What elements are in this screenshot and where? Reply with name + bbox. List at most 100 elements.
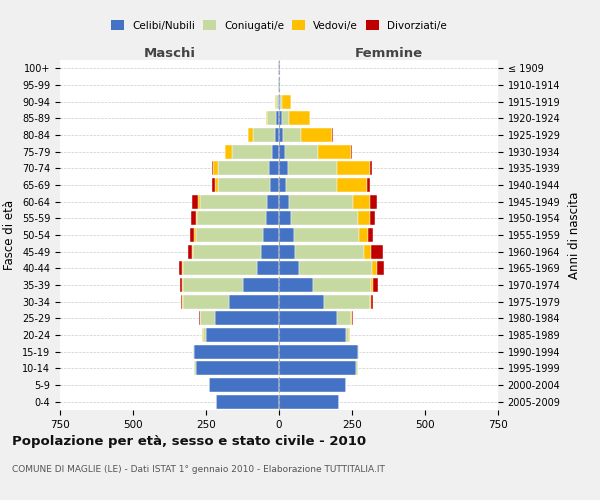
Bar	[190, 228, 194, 242]
Bar	[194, 228, 196, 242]
Bar	[279, 178, 286, 192]
Bar	[198, 194, 200, 209]
Text: Femmine: Femmine	[355, 47, 422, 60]
Bar	[182, 261, 257, 276]
Bar	[370, 194, 377, 209]
Bar	[188, 244, 192, 259]
Bar	[275, 128, 279, 142]
Bar	[279, 261, 299, 276]
Bar	[199, 311, 200, 326]
Bar	[289, 194, 353, 209]
Bar	[232, 144, 272, 159]
Bar	[370, 294, 371, 308]
Y-axis label: Anni di nascita: Anni di nascita	[568, 192, 581, 278]
Bar	[279, 344, 358, 359]
Bar	[276, 94, 278, 109]
Bar	[299, 261, 373, 276]
Bar	[324, 294, 370, 308]
Text: Popolazione per età, sesso e stato civile - 2010: Popolazione per età, sesso e stato civil…	[12, 435, 366, 448]
Bar	[332, 128, 333, 142]
Bar	[349, 328, 350, 342]
Bar	[214, 162, 218, 175]
Bar	[180, 278, 182, 292]
Text: Maschi: Maschi	[143, 47, 196, 60]
Bar	[301, 128, 332, 142]
Bar	[218, 178, 270, 192]
Bar	[337, 178, 367, 192]
Bar	[313, 278, 371, 292]
Bar	[182, 294, 229, 308]
Bar	[358, 344, 359, 359]
Text: COMUNE DI MAGLIE (LE) - Dati ISTAT 1° gennaio 2010 - Elaborazione TUTTITALIA.IT: COMUNE DI MAGLIE (LE) - Dati ISTAT 1° ge…	[12, 465, 385, 474]
Bar	[203, 328, 206, 342]
Bar	[225, 144, 232, 159]
Bar	[266, 112, 268, 126]
Bar	[288, 162, 337, 175]
Bar	[215, 311, 279, 326]
Bar	[206, 328, 279, 342]
Bar	[368, 228, 373, 242]
Bar	[282, 94, 290, 109]
Bar	[373, 261, 377, 276]
Bar	[216, 394, 279, 409]
Bar	[370, 211, 376, 226]
Bar	[370, 162, 373, 175]
Bar	[359, 228, 368, 242]
Bar	[279, 144, 285, 159]
Bar	[346, 328, 349, 342]
Bar	[279, 244, 295, 259]
Bar	[196, 211, 197, 226]
Bar	[268, 112, 276, 126]
Bar	[290, 211, 358, 226]
Bar	[181, 294, 182, 308]
Bar	[337, 311, 350, 326]
Bar	[191, 211, 196, 226]
Bar	[196, 228, 263, 242]
Legend: Celibi/Nubili, Coniugati/e, Vedovi/e, Divorziati/e: Celibi/Nubili, Coniugati/e, Vedovi/e, Di…	[107, 16, 451, 35]
Bar	[286, 178, 337, 192]
Bar	[242, 278, 279, 292]
Bar	[279, 194, 289, 209]
Bar	[194, 344, 279, 359]
Bar	[268, 194, 279, 209]
Bar	[262, 244, 279, 259]
Bar	[269, 162, 279, 175]
Bar	[212, 178, 215, 192]
Bar	[356, 361, 358, 376]
Bar	[285, 144, 319, 159]
Bar	[263, 228, 279, 242]
Bar	[358, 211, 370, 226]
Bar	[353, 194, 370, 209]
Bar	[377, 261, 384, 276]
Bar	[371, 244, 383, 259]
Bar	[193, 344, 194, 359]
Bar	[192, 244, 193, 259]
Bar	[282, 112, 289, 126]
Bar	[293, 228, 359, 242]
Bar	[279, 361, 356, 376]
Bar	[182, 278, 242, 292]
Bar	[337, 162, 370, 175]
Bar	[279, 211, 290, 226]
Bar	[279, 162, 288, 175]
Bar	[280, 94, 282, 109]
Bar	[253, 128, 275, 142]
Bar	[367, 178, 370, 192]
Bar	[350, 144, 352, 159]
Bar	[257, 261, 279, 276]
Bar	[279, 294, 324, 308]
Bar	[218, 162, 269, 175]
Y-axis label: Fasce di età: Fasce di età	[4, 200, 16, 270]
Bar	[279, 328, 346, 342]
Bar	[196, 361, 279, 376]
Bar	[270, 178, 279, 192]
Bar	[279, 278, 313, 292]
Bar	[279, 394, 339, 409]
Bar	[319, 144, 350, 159]
Bar	[212, 162, 214, 175]
Bar	[295, 244, 364, 259]
Bar	[266, 211, 279, 226]
Bar	[279, 311, 337, 326]
Bar	[279, 378, 346, 392]
Bar	[192, 194, 198, 209]
